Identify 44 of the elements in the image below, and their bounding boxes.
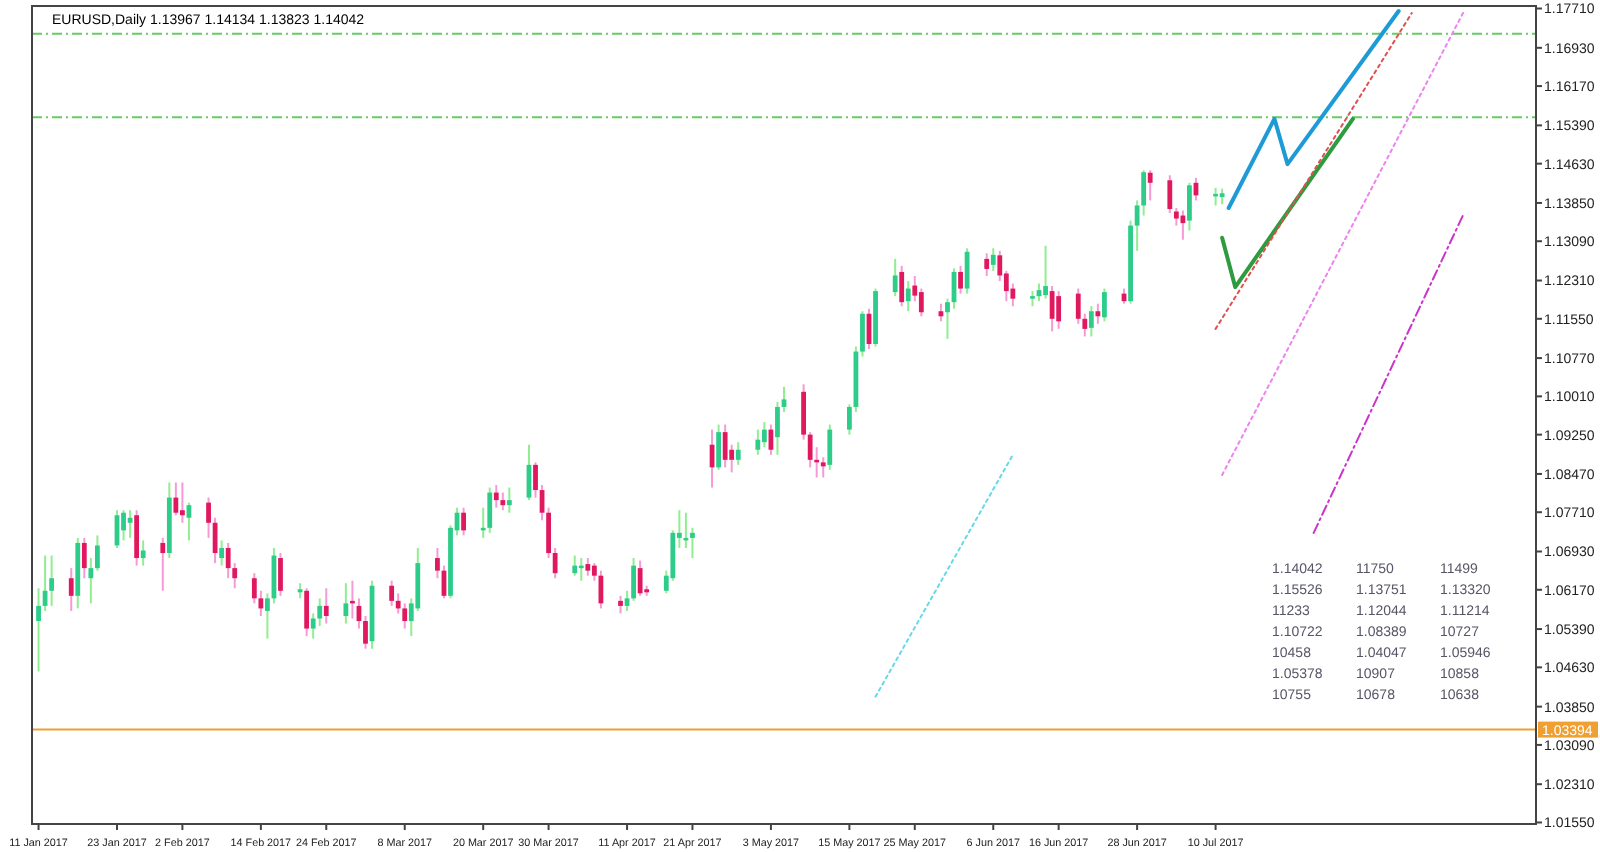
candlestick: [1180, 209, 1186, 241]
candlestick: [735, 441, 741, 466]
candlestick: [160, 536, 166, 592]
candlestick: [304, 587, 310, 638]
line-series: [1226, 9, 1401, 210]
candlestick: [1187, 181, 1192, 232]
candlestick: [905, 280, 911, 313]
candlestick: [81, 536, 87, 580]
candlestick: [225, 541, 231, 580]
candlestick: [219, 539, 225, 567]
candlestick: [984, 252, 990, 277]
candlestick: [958, 264, 963, 295]
candlestick: [68, 567, 74, 612]
candlestick: [716, 423, 722, 471]
candlestick: [990, 247, 996, 272]
candlestick: [134, 509, 140, 567]
candlestick: [121, 509, 126, 542]
candlestick: [1049, 285, 1055, 333]
candlestick: [1043, 244, 1048, 300]
candlestick: [1056, 290, 1062, 330]
candlestick: [572, 554, 578, 577]
candlestick: [343, 582, 349, 625]
candlestick: [1095, 302, 1101, 325]
candlestick: [173, 481, 179, 517]
candlestick: [761, 421, 767, 449]
candlestick: [637, 559, 643, 597]
candlestick: [49, 554, 55, 607]
candlestick: [278, 552, 283, 597]
candlestick: [892, 257, 898, 298]
candlestick: [461, 506, 466, 537]
candlestick: [827, 423, 833, 471]
candlestick: [487, 486, 493, 534]
candlestick: [389, 579, 395, 607]
candlestick: [722, 423, 728, 469]
candlestick: [1147, 169, 1153, 202]
candlestick: [493, 484, 499, 509]
candlestick: [506, 486, 512, 514]
candlestick: [140, 539, 146, 567]
candlestick: [180, 481, 185, 524]
candlestick: [1102, 287, 1107, 323]
candlestick: [899, 264, 905, 308]
candlestick: [1088, 305, 1094, 338]
candlestick: [323, 587, 329, 625]
candlestick: [755, 428, 761, 456]
